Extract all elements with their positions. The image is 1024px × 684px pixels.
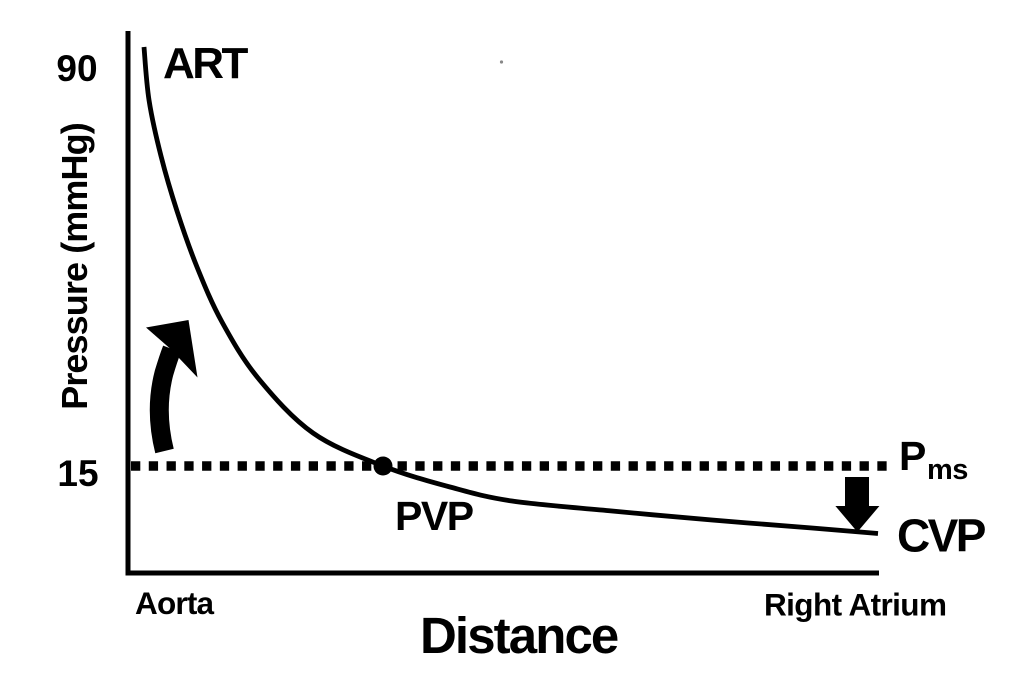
svg-text:PVP: PVP [395, 493, 473, 539]
svg-text:P: P [899, 433, 926, 479]
svg-text:15: 15 [57, 453, 98, 494]
svg-text:Aorta: Aorta [135, 585, 215, 621]
svg-text:Right Atrium: Right Atrium [764, 587, 946, 623]
svg-text:Distance: Distance [420, 607, 618, 664]
svg-text:ms: ms [927, 454, 968, 486]
svg-text:CVP: CVP [897, 510, 986, 562]
svg-text:ART: ART [163, 39, 249, 88]
svg-text:90: 90 [56, 48, 97, 89]
svg-text:Pressure (mmHg): Pressure (mmHg) [54, 123, 95, 410]
